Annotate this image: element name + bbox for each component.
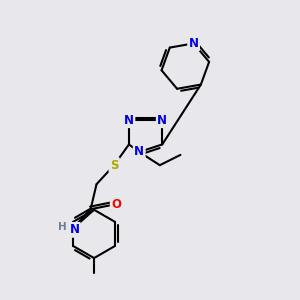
Text: S: S [110,159,118,172]
Text: N: N [69,223,80,236]
Text: N: N [157,114,167,127]
Text: O: O [111,198,121,211]
Text: N: N [124,114,134,127]
Text: N: N [189,37,199,50]
Text: N: N [134,146,144,158]
Text: H: H [58,222,66,232]
